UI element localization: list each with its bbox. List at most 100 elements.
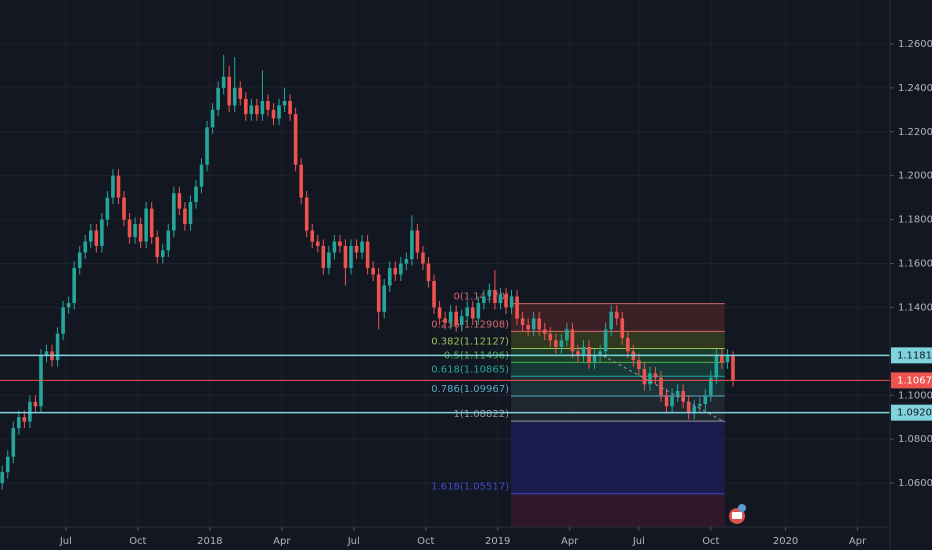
fib-label: 0(1.14170) (453, 292, 509, 303)
candle-body (548, 333, 553, 341)
x-tick-label: Jul (632, 536, 645, 547)
candle-body (576, 351, 580, 356)
candle-body (216, 87, 220, 110)
candle-body (581, 346, 586, 356)
candle-body (227, 76, 231, 106)
candle-body (260, 101, 265, 115)
candle-body (266, 101, 270, 110)
price-badge (891, 347, 932, 364)
candle-body (166, 230, 171, 251)
candle-body (731, 355, 735, 380)
candle-body (531, 318, 536, 330)
candle-body (83, 241, 88, 253)
candles-layer (0, 54, 735, 490)
y-tick-label: 1.20000 (898, 171, 932, 182)
fib-label: 0.382(1.12127) (431, 337, 509, 348)
x-tick-label: Oct (129, 536, 146, 547)
candle-body (271, 109, 276, 119)
candle-body (138, 223, 143, 242)
fib-label: 0.786(1.09967) (431, 384, 509, 395)
candle-body (725, 355, 730, 363)
price-badge (891, 372, 932, 389)
candle-body (127, 219, 132, 238)
candle-body (598, 351, 602, 356)
x-tick-label: Apr (273, 536, 291, 547)
candle-body (493, 289, 497, 304)
candle-body (249, 105, 254, 115)
fib-label: 0.618(1.10865) (431, 364, 509, 375)
candle-body (454, 311, 458, 325)
candle-body (443, 318, 447, 323)
candle-body (526, 324, 530, 330)
candle-body (221, 76, 226, 88)
lines-layer (0, 354, 890, 423)
candle-body (33, 401, 38, 407)
candle-body (399, 263, 403, 275)
candle-body (304, 197, 309, 231)
candle-body (349, 245, 353, 268)
candle-body (448, 311, 453, 323)
candle-body (293, 114, 298, 165)
candle-body (94, 230, 99, 246)
candle-body (470, 307, 475, 319)
candle-body (404, 259, 409, 264)
candle-body (360, 241, 364, 253)
candle-body (238, 87, 243, 99)
candle-body (338, 241, 342, 246)
candle-body (415, 230, 420, 253)
icon-badge (738, 504, 746, 512)
candle-body (55, 333, 60, 361)
candle-body (105, 197, 110, 220)
candle-body (437, 307, 442, 319)
candle-body (66, 303, 71, 308)
x-tick-label: Jul (59, 536, 72, 547)
y-tick-label: 1.10000 (898, 390, 932, 401)
x-tick-label: Apr (849, 536, 867, 547)
y-tick-label: 1.18000 (898, 215, 932, 226)
candle-body (116, 175, 121, 198)
candle-body (210, 109, 215, 128)
candle-body (149, 208, 154, 238)
candle-body (603, 329, 608, 352)
candle-body (637, 360, 641, 369)
candle-body (172, 193, 176, 231)
x-tick-label: 2019 (485, 536, 510, 547)
candle-body (199, 164, 204, 187)
candle-body (620, 318, 625, 339)
fib-layer: 0(1.14170) 0.236(1.12908) 0.382(1.12127) 0.… (431, 292, 725, 527)
candle-body (232, 87, 237, 106)
candle-body (648, 373, 652, 385)
candle-body (642, 368, 647, 385)
candle-body (609, 311, 613, 330)
candle-body (487, 289, 492, 297)
candle-body (686, 401, 691, 413)
y-tick-label: 1.06000 (898, 478, 932, 489)
candle-body (614, 311, 619, 319)
candle-body (177, 193, 182, 209)
candle-body (515, 296, 519, 319)
candle-body (509, 296, 514, 308)
candle-body (194, 186, 198, 203)
candle-body (288, 101, 292, 115)
candle-body (559, 340, 564, 347)
price-badge-label: 1.10676 (897, 375, 932, 386)
candle-body (11, 428, 16, 457)
x-tick-label: Oct (417, 536, 434, 547)
candle-body (554, 340, 558, 347)
candle-body (111, 175, 115, 198)
candle-body (537, 318, 542, 330)
y-tick-label: 1.16000 (898, 259, 932, 270)
candle-body (160, 250, 165, 257)
y-tick-label: 1.26000 (898, 39, 932, 50)
candle-body (188, 202, 193, 224)
y-tick-label: 1.24000 (898, 83, 932, 94)
candle-body (22, 417, 27, 422)
candle-body (365, 241, 370, 268)
icon-glyph (732, 512, 742, 519)
indicator-icon[interactable] (729, 504, 746, 524)
candle-body (244, 98, 248, 115)
fib-band (510, 362, 725, 377)
candle-body (17, 417, 21, 429)
